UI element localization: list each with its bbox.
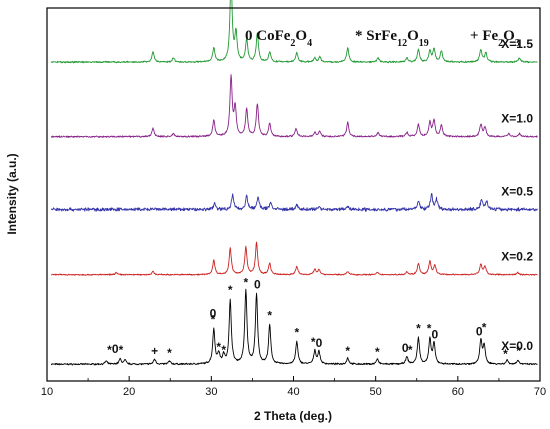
peak-marker-0-21: * — [427, 322, 432, 336]
peak-marker-0-8: * — [221, 343, 226, 357]
legend-formula-part-0-3: 4 — [307, 38, 312, 49]
y-axis-title: Intensity (a.u.) — [5, 153, 19, 234]
series-layer — [50, 0, 538, 366]
peak-marker-0-11: 0 — [254, 278, 261, 292]
legend-item-2: + Fe2O3 — [470, 28, 520, 49]
x-tick-label-2: 30 — [205, 386, 217, 398]
legend-item-1: * SrFe12O19 — [355, 28, 429, 49]
x-tick-label-5: 60 — [452, 386, 464, 398]
legend-symbol-0: 0 — [245, 28, 256, 44]
legend-formula-part-0-2: O — [295, 28, 307, 44]
peak-marker-0-6: * — [211, 312, 216, 326]
series-label-0: X=0.0 — [501, 339, 533, 353]
series-line-1 — [50, 241, 538, 276]
peak-marker-0-17: * — [375, 345, 380, 359]
peak-marker-0-15: 0 — [316, 336, 323, 350]
peak-marker-0-10: * — [243, 276, 248, 290]
series-label-1: X=0.2 — [501, 250, 533, 264]
legend-formula-part-0-0: CoFe — [256, 28, 290, 44]
x-tick-label-1: 20 — [123, 386, 135, 398]
peak-marker-0-12: * — [267, 308, 272, 322]
peak-marker-0-26: * — [516, 344, 521, 358]
peak-marker-0-23: 0 — [476, 325, 483, 339]
legend-item-0: 0 CoFe2O4 — [245, 28, 312, 49]
legend-formula-part-1-3: 19 — [419, 38, 429, 49]
legend-symbol-2: + — [470, 28, 482, 44]
peak-marker-0-3: + — [151, 344, 158, 358]
x-tick-label-4: 50 — [370, 386, 382, 398]
legend-formula-part-2-2: O — [503, 28, 515, 44]
peak-marker-0-18: 0 — [402, 341, 409, 355]
peak-marker-0-22: 0 — [431, 328, 438, 342]
peak-marker-0-24: * — [482, 321, 487, 335]
series-line-4 — [50, 0, 538, 64]
peak-marker-0-13: * — [294, 326, 299, 340]
series-line-0 — [51, 288, 538, 366]
peak-marker-0-1: 0 — [112, 342, 119, 356]
legend-formula-part-1-2: O — [407, 28, 419, 44]
x-axis-title: 2 Theta (deg.) — [254, 409, 332, 423]
peak-marker-0-19: * — [408, 343, 413, 357]
series-line-2 — [50, 193, 538, 212]
legend-formula-part-1-0: SrFe — [366, 28, 397, 44]
legend: 0 CoFe2O4 * SrFe12O19 + Fe2O3 — [245, 28, 520, 49]
series-label-2: X=0.5 — [501, 184, 533, 198]
legend-symbol-1: * — [355, 28, 366, 44]
tick-layer: 10 20 30 40 50 60 70 — [41, 376, 546, 398]
series-label-3: X=1.0 — [501, 112, 533, 126]
peak-marker-0-5: 0 — [210, 306, 217, 320]
peak-marker-0-9: * — [228, 283, 233, 297]
peak-marker-0-7: * — [216, 340, 221, 354]
x-tick-label-6: 70 — [534, 386, 546, 398]
series-label-4: X=1.5 — [501, 37, 533, 51]
x-tick-label-0: 10 — [41, 386, 53, 398]
peak-marker-0-16: * — [345, 344, 350, 358]
x-tick-label-3: 40 — [287, 386, 299, 398]
peak-marker-layer: * 0 * + *0** *** 0*** 0* * 0 ** * 0 0 ** * — [107, 276, 521, 361]
peak-marker-0-0: * — [107, 343, 112, 357]
peak-marker-0-25: * — [503, 347, 508, 361]
peak-marker-0-4: * — [167, 346, 172, 360]
legend-formula-part-2-0: Fe — [482, 28, 498, 44]
legend-formula-part-2-1: 2 — [498, 38, 503, 49]
legend-formula-part-0-1: 2 — [290, 38, 295, 49]
series-label-layer: X=0.0 X=0.2 X=0.5 X=1.0 X=1.5 — [501, 37, 533, 353]
legend-formula-part-2-3: 3 — [515, 38, 520, 49]
legend-formula-part-1-1: 12 — [397, 38, 407, 49]
series-line-3 — [50, 74, 538, 138]
peak-marker-0-2: * — [119, 343, 124, 357]
peak-marker-0-14: * — [311, 335, 316, 349]
peak-marker-0-20: * — [416, 322, 421, 336]
